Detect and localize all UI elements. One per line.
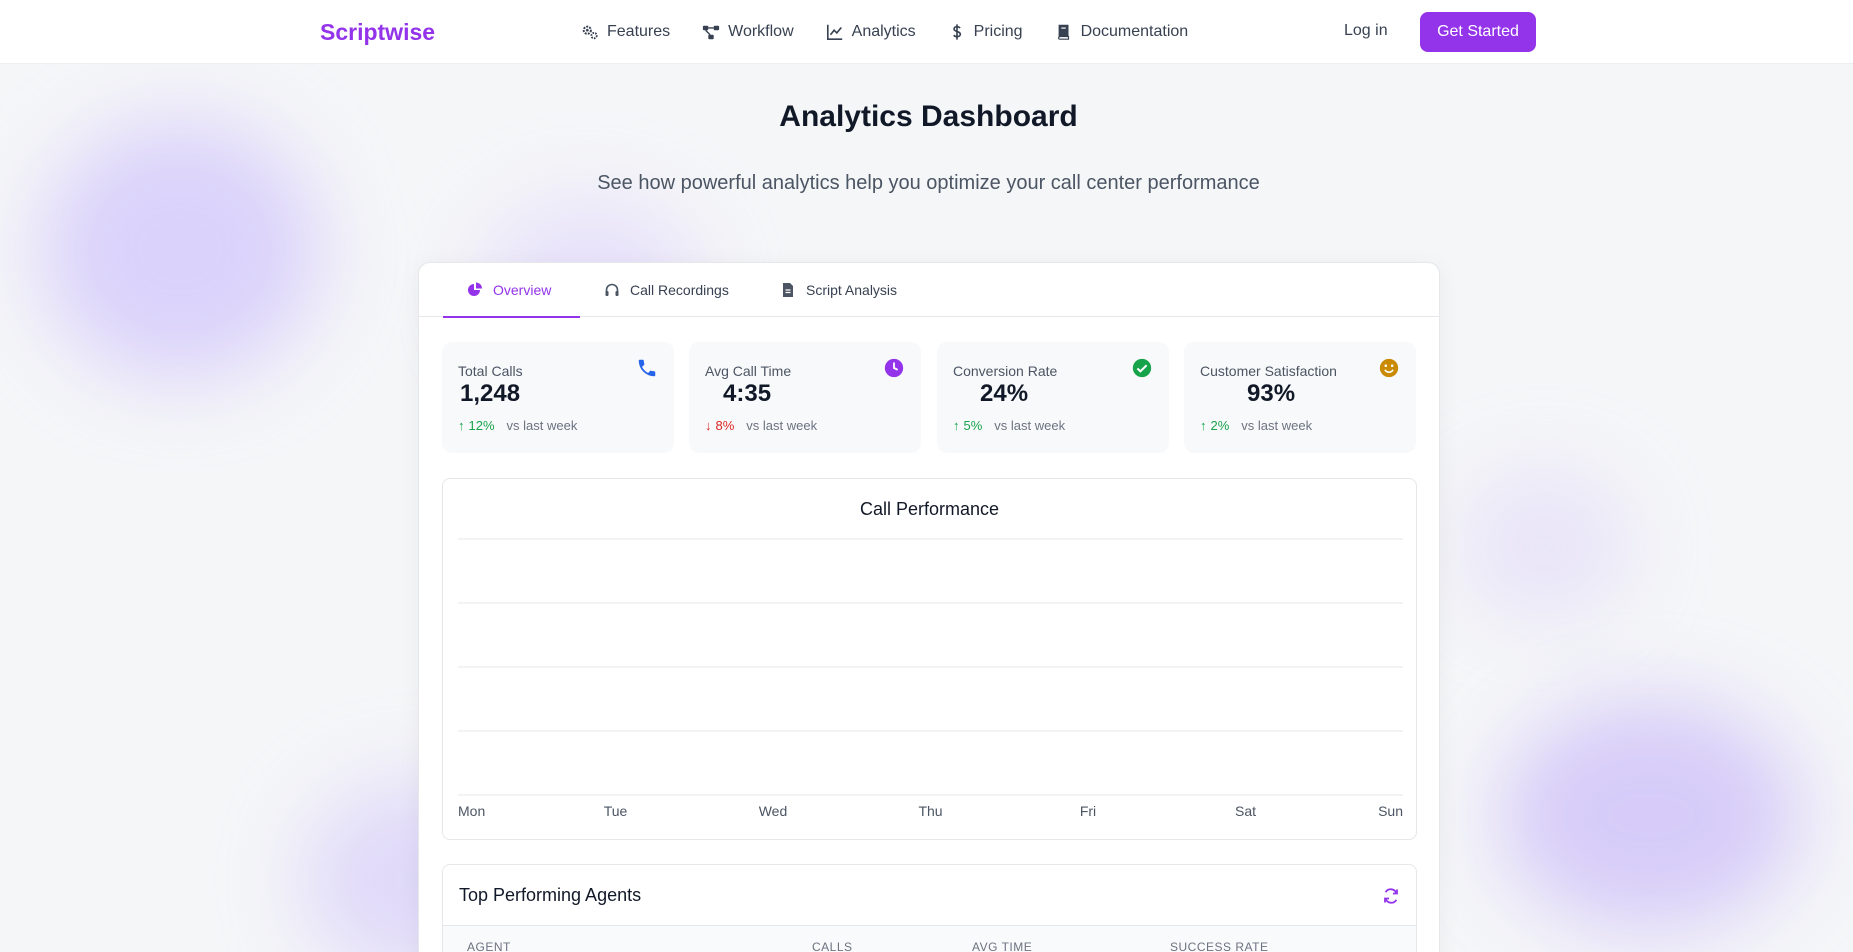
trend-note: vs last week — [506, 418, 578, 433]
trend-value: 2% — [1210, 418, 1230, 433]
logo[interactable]: Scriptwise — [320, 19, 436, 45]
get-started-button[interactable]: Get Started — [1420, 12, 1536, 52]
x-tick-label: Sat — [1235, 803, 1256, 819]
nav-link-documentation[interactable]: Documentation — [1055, 23, 1189, 41]
stat-label: Total Calls — [458, 363, 523, 379]
table-header: AGENT CALLS AVG TIME SUCCESS RATE — [443, 925, 1416, 952]
tab-script-analysis[interactable]: Script Analysis — [780, 263, 897, 317]
trend-value: 5% — [963, 418, 983, 433]
clock-icon — [884, 358, 904, 378]
trend-note: vs last week — [746, 418, 818, 433]
tab-call-recordings[interactable]: Call Recordings — [604, 263, 729, 317]
page-subtitle: See how powerful analytics help you opti… — [597, 172, 1260, 194]
top-nav: Scriptwise Features Workflow Analytics P… — [0, 0, 1853, 64]
nav-links: Features Workflow Analytics Pricing Docu… — [581, 0, 1188, 64]
smile-icon — [1379, 358, 1399, 378]
nav-link-label: Features — [607, 23, 671, 40]
column-header-agent: AGENT — [467, 940, 511, 952]
stat-trend: ↑ 5% vs last week — [953, 418, 1065, 433]
x-tick-label: Wed — [759, 803, 788, 819]
stat-trend: ↓ 8% vs last week — [705, 418, 817, 433]
stat-card-conversion-rate: Conversion Rate 24% ↑ 5% vs last week — [937, 342, 1169, 453]
stat-label: Customer Satisfaction — [1200, 363, 1337, 379]
nav-link-features[interactable]: Features — [581, 23, 670, 41]
stat-value: 93% — [1247, 380, 1296, 407]
stat-value: 1,248 — [460, 380, 521, 407]
document-icon — [783, 283, 793, 297]
dashboard-card: Overview Call Recordings Script Analysis… — [418, 262, 1440, 952]
tab-bar: Overview Call Recordings Script Analysis — [419, 263, 1439, 318]
stat-value: 4:35 — [723, 380, 772, 407]
check-circle-icon — [1132, 358, 1152, 378]
stat-label: Conversion Rate — [953, 363, 1058, 379]
arrow-up-icon: ↑ — [1200, 418, 1207, 433]
arrow-up-icon: ↑ — [953, 418, 960, 433]
pie-chart-icon — [468, 282, 482, 296]
stat-card-total-calls: Total Calls 1,248 ↑ 12% vs last week — [442, 342, 674, 453]
x-tick-label: Mon — [458, 803, 485, 819]
login-link[interactable]: Log in — [1344, 22, 1388, 39]
trend-value: 8% — [715, 418, 735, 433]
nav-link-label: Workflow — [728, 23, 794, 40]
agents-title: Top Performing Agents — [459, 885, 642, 905]
nav-link-label: Documentation — [1080, 23, 1189, 40]
chart-title: Call Performance — [859, 499, 1000, 519]
nav-link-label: Analytics — [851, 23, 916, 40]
page-title: Analytics Dashboard — [779, 100, 1078, 133]
x-tick-label: Fri — [1080, 803, 1096, 819]
chart-line-icon — [826, 24, 842, 41]
refresh-icon[interactable] — [1382, 887, 1400, 905]
tab-label: Call Recordings — [630, 282, 729, 298]
stat-card-avg-call-time: Avg Call Time 4:35 ↓ 8% vs last week — [689, 342, 921, 453]
arrow-down-icon: ↓ — [705, 418, 712, 433]
stat-card-customer-satisfaction: Customer Satisfaction 93% ↑ 2% vs last w… — [1184, 342, 1416, 453]
book-icon — [1057, 24, 1069, 40]
trend-note: vs last week — [1241, 418, 1313, 433]
stat-trend: ↑ 12% vs last week — [458, 418, 577, 433]
chart-canvas: Mon Tue Wed Thu Fri Sat Sun — [458, 538, 1403, 819]
x-tick-label: Sun — [1378, 803, 1403, 819]
arrow-up-icon: ↑ — [458, 418, 465, 433]
phone-icon — [638, 359, 656, 377]
x-tick-label: Tue — [604, 803, 628, 819]
nav-link-workflow[interactable]: Workflow — [702, 23, 794, 41]
nav-link-analytics[interactable]: Analytics — [826, 23, 916, 41]
dollar-icon — [952, 24, 961, 40]
top-agents-table: Top Performing Agents AGENT CALLS AVG TI… — [442, 864, 1417, 952]
tab-overview[interactable]: Overview — [443, 263, 580, 318]
column-header-success-rate: SUCCESS RATE — [1170, 940, 1269, 952]
gears-icon — [582, 25, 598, 40]
nav-link-pricing[interactable]: Pricing — [948, 23, 1023, 41]
tab-label: Overview — [493, 282, 552, 298]
trend-note: vs last week — [994, 418, 1066, 433]
workflow-icon — [703, 25, 720, 40]
stat-value: 24% — [980, 380, 1029, 407]
stat-trend: ↑ 2% vs last week — [1200, 418, 1312, 433]
call-performance-chart: Call Performance Mon Tue Wed Thu Fri Sat Sun — [442, 478, 1417, 840]
tab-label: Script Analysis — [806, 282, 898, 298]
x-tick-label: Thu — [918, 803, 942, 819]
nav-link-label: Pricing — [973, 23, 1023, 40]
trend-value: 12% — [468, 418, 495, 433]
column-header-calls: CALLS — [812, 940, 853, 952]
column-header-avg-time: AVG TIME — [972, 940, 1033, 952]
headset-icon — [605, 283, 619, 296]
stat-label: Avg Call Time — [705, 363, 792, 379]
